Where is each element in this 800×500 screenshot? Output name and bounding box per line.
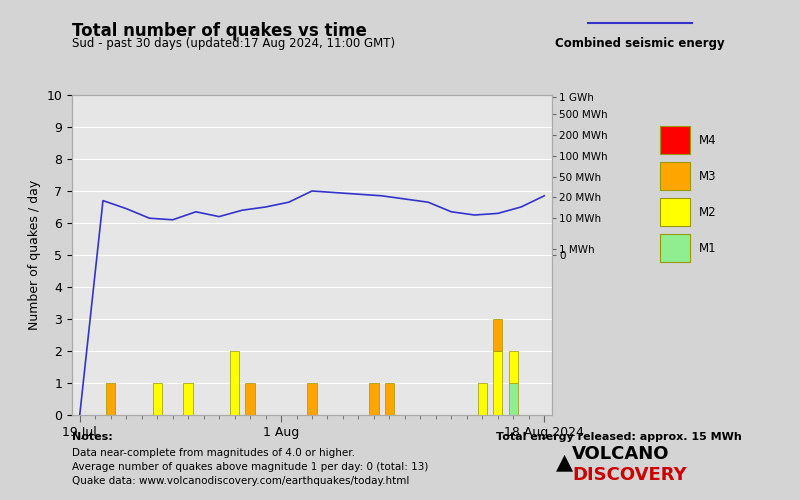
- Bar: [246, 383, 254, 415]
- Bar: [230, 351, 239, 415]
- Text: M2: M2: [698, 206, 716, 218]
- Bar: [509, 383, 518, 415]
- Text: Data near-complete from magnitudes of 4.0 or higher.: Data near-complete from magnitudes of 4.…: [72, 448, 355, 458]
- Text: Notes:: Notes:: [72, 432, 113, 442]
- Text: M3: M3: [698, 170, 716, 182]
- Bar: [106, 383, 115, 415]
- Text: DISCOVERY: DISCOVERY: [572, 466, 686, 484]
- Bar: [183, 383, 193, 415]
- Text: Total energy released: approx. 15 MWh: Total energy released: approx. 15 MWh: [496, 432, 742, 442]
- Text: ▲: ▲: [556, 452, 573, 472]
- Bar: [493, 351, 502, 415]
- Y-axis label: Number of quakes / day: Number of quakes / day: [28, 180, 41, 330]
- Bar: [153, 383, 162, 415]
- Text: Combined seismic energy: Combined seismic energy: [555, 38, 725, 51]
- Text: Sud - past 30 days (updated:17 Aug 2024, 11:00 GMT): Sud - past 30 days (updated:17 Aug 2024,…: [72, 38, 395, 51]
- Bar: [385, 383, 394, 415]
- Bar: [493, 319, 502, 351]
- Text: Average number of quakes above magnitude 1 per day: 0 (total: 13): Average number of quakes above magnitude…: [72, 462, 428, 471]
- Bar: [478, 383, 487, 415]
- Bar: [509, 351, 518, 383]
- Text: M4: M4: [698, 134, 716, 146]
- Text: M1: M1: [698, 242, 716, 254]
- Text: Quake data: www.volcanodiscovery.com/earthquakes/today.html: Quake data: www.volcanodiscovery.com/ear…: [72, 476, 410, 486]
- Text: Total number of quakes vs time: Total number of quakes vs time: [72, 22, 367, 40]
- Text: VOLCANO: VOLCANO: [572, 445, 670, 463]
- Bar: [307, 383, 317, 415]
- Bar: [370, 383, 378, 415]
